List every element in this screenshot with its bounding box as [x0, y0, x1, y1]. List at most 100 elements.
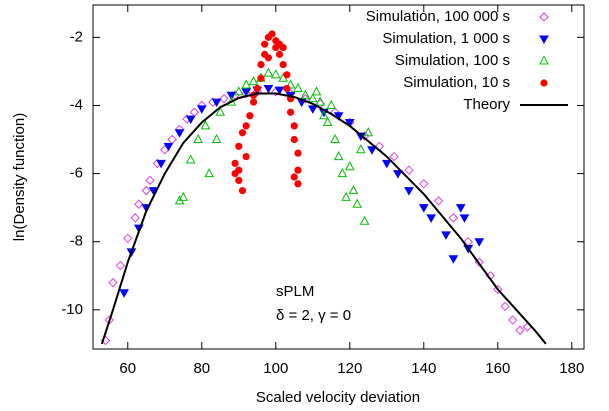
point: [261, 40, 269, 48]
point: [279, 43, 287, 52]
point: [189, 107, 200, 117]
point: [315, 96, 326, 106]
point: [275, 50, 284, 58]
point: [119, 289, 129, 298]
point: [515, 325, 525, 335]
point: [279, 61, 287, 69]
x-tick-label: 80: [193, 360, 210, 377]
x-tick-label: 120: [337, 360, 362, 377]
point: [337, 168, 348, 178]
point: [307, 105, 318, 114]
point: [215, 106, 226, 116]
point: [178, 191, 189, 201]
legend-label: Simulation, 100 s: [395, 52, 510, 69]
point: [253, 84, 261, 93]
point: [290, 135, 298, 144]
x-tick-label: 140: [411, 360, 436, 377]
point: [507, 315, 518, 325]
legend-swatch: [539, 55, 549, 65]
y-axis-label: ln(Density function): [11, 113, 28, 241]
point: [185, 154, 196, 164]
x-tick-label: 60: [119, 360, 136, 377]
point: [418, 204, 429, 213]
point: [226, 91, 237, 101]
point: [249, 98, 258, 106]
point: [283, 84, 291, 93]
point: [474, 238, 485, 247]
point: [285, 79, 296, 89]
point: [163, 142, 174, 152]
point: [290, 173, 298, 181]
point: [115, 260, 126, 271]
plot-area: [100, 30, 547, 346]
point: [500, 301, 510, 312]
point: [459, 214, 470, 223]
point: [268, 30, 276, 38]
point: [367, 146, 377, 155]
point: [300, 93, 311, 104]
plot-frame: [92, 4, 585, 350]
point: [241, 79, 252, 89]
point: [193, 133, 203, 144]
legend-swatch: [540, 79, 548, 87]
point: [419, 179, 429, 189]
point: [322, 116, 333, 127]
point: [242, 152, 250, 161]
point: [294, 180, 302, 188]
y-tick-label: -2: [70, 28, 83, 45]
point: [196, 105, 207, 114]
point: [393, 170, 403, 179]
point: [235, 142, 243, 150]
point: [426, 214, 437, 223]
legend-label: Simulation, 10 s: [403, 74, 510, 91]
point: [263, 84, 274, 94]
point: [433, 196, 444, 206]
legend-label: Simulation, 1 000 s: [382, 30, 510, 47]
point: [270, 69, 281, 79]
x-tick-label: 160: [485, 360, 510, 377]
point: [333, 112, 344, 121]
point: [241, 88, 251, 99]
y-tick-label: -10: [61, 301, 83, 318]
x-tick-label: 100: [263, 360, 288, 377]
point: [235, 176, 243, 185]
point: [300, 89, 311, 99]
point: [344, 161, 355, 171]
point: [286, 108, 295, 116]
point: [359, 215, 370, 225]
point: [204, 168, 215, 178]
point: [341, 191, 351, 201]
point: [441, 231, 451, 240]
point: [404, 187, 414, 196]
point: [294, 149, 302, 157]
point: [141, 185, 151, 196]
point: [238, 129, 247, 137]
point: [307, 93, 318, 103]
point: [333, 151, 344, 161]
point: [363, 127, 374, 137]
annotation: sPLM: [276, 283, 314, 300]
legend-label: Theory: [463, 96, 510, 113]
point: [241, 88, 252, 97]
point: [448, 255, 459, 264]
point: [211, 133, 222, 144]
y-tick-label: -6: [70, 165, 83, 182]
point: [233, 86, 244, 96]
point: [248, 76, 259, 86]
legend-swatch: [539, 35, 549, 45]
point: [257, 61, 265, 69]
point: [235, 166, 243, 174]
point: [389, 151, 399, 162]
point: [455, 204, 466, 213]
point: [356, 144, 366, 154]
point: [381, 159, 392, 169]
point: [311, 86, 322, 96]
x-tick-label: 180: [559, 360, 584, 377]
annotation: δ = 2, γ = 0: [276, 307, 351, 324]
point: [167, 134, 177, 145]
point: [123, 233, 133, 244]
point: [348, 185, 359, 195]
point: [200, 120, 211, 130]
legend-swatch: [539, 12, 549, 22]
